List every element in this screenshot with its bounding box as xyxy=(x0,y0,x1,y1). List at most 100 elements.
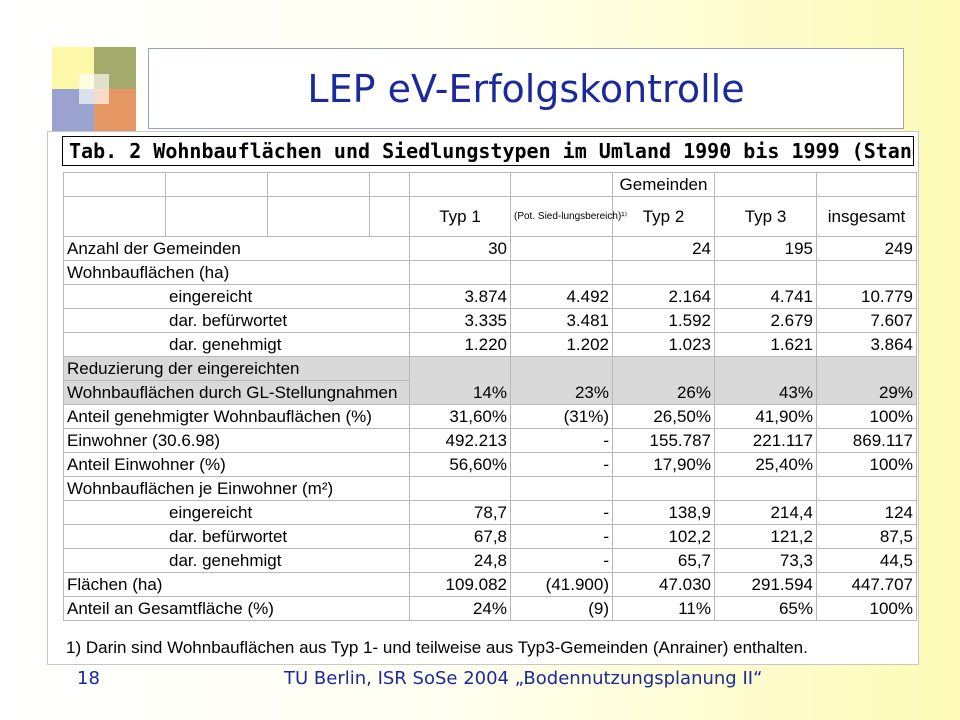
table-row: Einwohner (30.6.98) 492.213-155.787 221.11… xyxy=(63,428,917,453)
row-value: 102,2 xyxy=(612,524,715,549)
table-row: Anzahl der Gemeinden 30 24 195 249 xyxy=(63,236,917,261)
row-value: 4.741 xyxy=(714,284,817,309)
row-value: 44,5 xyxy=(816,548,917,573)
table-body: Gemeinden Typ 1 (Pot. Sied-lungsbereich)… xyxy=(63,172,917,621)
row-value: - xyxy=(510,428,613,453)
row-value: 73,3 xyxy=(714,548,817,573)
table-row: Wohnbauflächen je Einwohner (m²) xyxy=(63,476,917,501)
row-value: 87,5 xyxy=(816,524,917,549)
row-value: - xyxy=(510,524,613,549)
row-value: 1.202 xyxy=(510,332,613,357)
column-header: Typ 3 xyxy=(714,196,817,237)
row-value: 3.864 xyxy=(816,332,917,357)
row-value: 24 xyxy=(612,236,715,261)
row-value: (9) xyxy=(510,596,613,621)
row-value: 47.030 xyxy=(612,572,715,597)
row-value: 1.023 xyxy=(612,332,715,357)
reduction-label-line2: Wohnbauflächen durch GL-Stellungnahmen xyxy=(63,380,410,405)
row-label: Wohnbauflächen je Einwohner (m²) xyxy=(63,476,410,501)
row-value xyxy=(612,260,715,285)
slide-title: LEP eV-Erfolgskontrolle xyxy=(307,66,745,111)
row-value: 24% xyxy=(409,596,511,621)
row-value: 155.787 xyxy=(612,428,715,453)
row-label: dar. befürwortet xyxy=(63,308,410,333)
table-row: Anteil Einwohner (%) 56,60% -17,90% 25,40% 1… xyxy=(63,452,917,477)
row-value: 214,4 xyxy=(714,500,817,525)
reduction-value: 14% xyxy=(409,356,511,405)
row-value: (41.900) xyxy=(510,572,613,597)
row-value: 31,60% xyxy=(409,404,511,429)
row-label: dar. genehmigt xyxy=(63,548,410,573)
row-label: Anteil genehmigter Wohnbauflächen (%) xyxy=(63,404,410,429)
row-value: 4.492 xyxy=(510,284,613,309)
row-value: 10.779 xyxy=(816,284,917,309)
row-value: 3.335 xyxy=(409,308,511,333)
row-value: 65% xyxy=(714,596,817,621)
row-value: 2.164 xyxy=(612,284,715,309)
reduction-value: 23% xyxy=(510,356,613,405)
row-value: 26,50% xyxy=(612,404,715,429)
row-value: 100% xyxy=(816,404,917,429)
row-value: 3.874 xyxy=(409,284,511,309)
table-row: dar. befürwortet 3.335 3.481 1.592 2.679 7.60… xyxy=(63,308,917,333)
footer-text: TU Berlin, ISR SoSe 2004 „Bodennutzungsp… xyxy=(284,668,763,689)
row-value: 7.607 xyxy=(816,308,917,333)
row-value: 1.621 xyxy=(714,332,817,357)
row-label: Anteil an Gesamtfläche (%) xyxy=(63,596,410,621)
row-value: 124 xyxy=(816,500,917,525)
table-row: dar. genehmigt 24,8-65,7 73,3 44,5 xyxy=(63,548,917,573)
reduction-value: 26% xyxy=(612,356,715,405)
row-value: 100% xyxy=(816,452,917,477)
row-value: 65,7 xyxy=(612,548,715,573)
row-value: 41,90% xyxy=(714,404,817,429)
row-value xyxy=(409,260,511,285)
row-value: 67,8 xyxy=(409,524,511,549)
row-label: Anteil Einwohner (%) xyxy=(63,452,410,477)
row-value xyxy=(510,236,613,261)
table-row: dar. befürwortet 67,8-102,2 121,2 87,5 xyxy=(63,524,917,549)
row-label: Einwohner (30.6.98) xyxy=(63,428,410,453)
reduction-value: 29% xyxy=(816,356,917,405)
row-value: 447.707 xyxy=(816,572,917,597)
row-value: 869.117 xyxy=(816,428,917,453)
row-value: 249 xyxy=(816,236,917,261)
row-label: eingereicht xyxy=(63,284,410,309)
row-value xyxy=(714,260,817,285)
logo-square-center xyxy=(79,74,109,104)
table-row: Anteil genehmigter Wohnbauflächen (%) 31,… xyxy=(63,404,917,429)
row-value: 1.220 xyxy=(409,332,511,357)
table-row: dar. genehmigt 1.220 1.202 1.023 1.621 3.864 xyxy=(63,332,917,357)
group-header: Gemeinden xyxy=(612,172,715,197)
page-number: 18 xyxy=(77,668,100,689)
row-value: 30 xyxy=(409,236,511,261)
reduction-row: Wohnbauflächen durch GL-Stellungnahmen xyxy=(63,380,917,405)
row-value xyxy=(510,260,613,285)
row-value: 78,7 xyxy=(409,500,511,525)
row-value xyxy=(612,476,715,501)
row-value xyxy=(714,476,817,501)
row-value: 121,2 xyxy=(714,524,817,549)
row-value: 25,40% xyxy=(714,452,817,477)
header-row-group: Gemeinden xyxy=(63,172,917,197)
row-label: dar. genehmigt xyxy=(63,332,410,357)
logo-squares xyxy=(52,47,136,131)
row-value: 3.481 xyxy=(510,308,613,333)
row-value: 138,9 xyxy=(612,500,715,525)
spreadsheet-image: Tab. 2 Wohnbauflächen und Siedlungstypen… xyxy=(47,131,919,665)
row-value: 109.082 xyxy=(409,572,511,597)
row-value: 100% xyxy=(816,596,917,621)
row-value: 221.117 xyxy=(714,428,817,453)
row-value: 291.594 xyxy=(714,572,817,597)
reduction-value: 43% xyxy=(714,356,817,405)
row-value: - xyxy=(510,548,613,573)
row-label: dar. befürwortet xyxy=(63,524,410,549)
row-value xyxy=(510,476,613,501)
row-value: (31%) xyxy=(510,404,613,429)
row-value: 56,60% xyxy=(409,452,511,477)
row-value xyxy=(816,476,917,501)
row-label: Wohnbauflächen (ha) xyxy=(63,260,410,285)
reduction-label-line1: Reduzierung der eingereichten xyxy=(63,356,410,381)
row-label: eingereicht xyxy=(63,500,410,525)
column-header: Typ 2 xyxy=(612,196,715,237)
column-header: (Pot. Sied-lungsbereich)¹⁾ xyxy=(510,196,627,237)
